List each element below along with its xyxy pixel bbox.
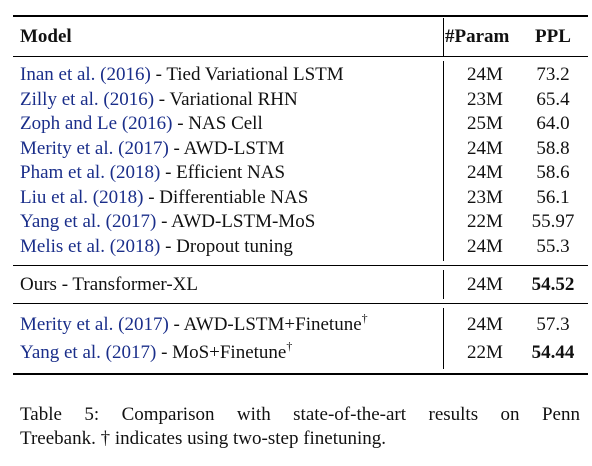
param-value: 22M [467,342,503,363]
dagger-mark: † [361,311,368,325]
table-caption: Table 5: Comparison with state-of-the-ar… [20,403,580,451]
citation-link[interactable]: Pham et al. (2018) [20,162,161,183]
ppl-value: 58.8 [536,138,570,159]
ppl-value: 65.4 [536,89,570,110]
citation-link[interactable]: Zoph and Le (2016) [20,113,173,134]
method-name: - AWD-LSTM+Finetune [168,314,362,335]
method-name: - MoS+Finetune [156,342,287,363]
citation-link[interactable]: Yang et al. (2017) [20,211,157,232]
caption-line-2: Treebank. † indicates using two-step fin… [20,428,387,449]
header-param: #Param [445,26,510,47]
header-ppl: PPL [535,26,571,47]
method-name: - Efficient NAS [160,162,286,183]
citation-link[interactable]: Melis et al. (2018) [20,236,161,257]
caption-line-1: Table 5: Comparison with state-of-the-ar… [20,404,580,425]
param-value: 24M [467,274,503,295]
method-name: - AWD-LSTM [168,138,285,159]
table-bottom-rule [13,373,588,375]
param-value: 23M [467,89,503,110]
column-separator [443,18,444,56]
header-rule [13,56,588,57]
citation-link[interactable]: Inan et al. (2016) [20,64,151,85]
ppl-value: 73.2 [536,64,570,85]
citation-link[interactable]: Yang et al. (2017) [20,342,157,363]
column-separator [443,61,444,261]
dagger-mark: † [286,339,293,353]
ppl-value: 58.6 [536,162,570,183]
citation-link[interactable]: Merity et al. (2017) [20,314,169,335]
param-value: 24M [467,314,503,335]
group-rule-1 [13,265,588,266]
citation-link[interactable]: Liu et al. (2018) [20,187,144,208]
method-name: - Tied Variational LSTM [150,64,344,85]
method-name: - Variational RHN [154,89,298,110]
ppl-value-best: 54.44 [531,342,575,363]
header-model: Model [20,26,72,47]
ppl-value: 55.3 [536,236,570,257]
param-value: 24M [467,138,503,159]
method-name: - NAS Cell [172,113,263,134]
param-value: 25M [467,113,503,134]
method-name: - Differentiable NAS [143,187,309,208]
column-separator [443,270,444,299]
model-name: Ours - Transformer-XL [20,274,198,295]
ppl-value: 56.1 [536,187,570,208]
table-top-rule [13,15,588,17]
param-value: 24M [467,64,503,85]
ppl-value-best: 54.52 [531,274,575,295]
ppl-value: 64.0 [536,113,570,134]
param-value: 24M [467,236,503,257]
method-name: - AWD-LSTM-MoS [156,211,316,232]
param-value: 24M [467,162,503,183]
ppl-value: 57.3 [536,314,570,335]
citation-link[interactable]: Merity et al. (2017) [20,138,169,159]
method-name: - Dropout tuning [160,236,293,257]
param-value: 22M [467,211,503,232]
group-rule-2 [13,303,588,304]
ppl-value: 55.97 [531,211,575,232]
column-separator [443,308,444,369]
citation-link[interactable]: Zilly et al. (2016) [20,89,155,110]
param-value: 23M [467,187,503,208]
